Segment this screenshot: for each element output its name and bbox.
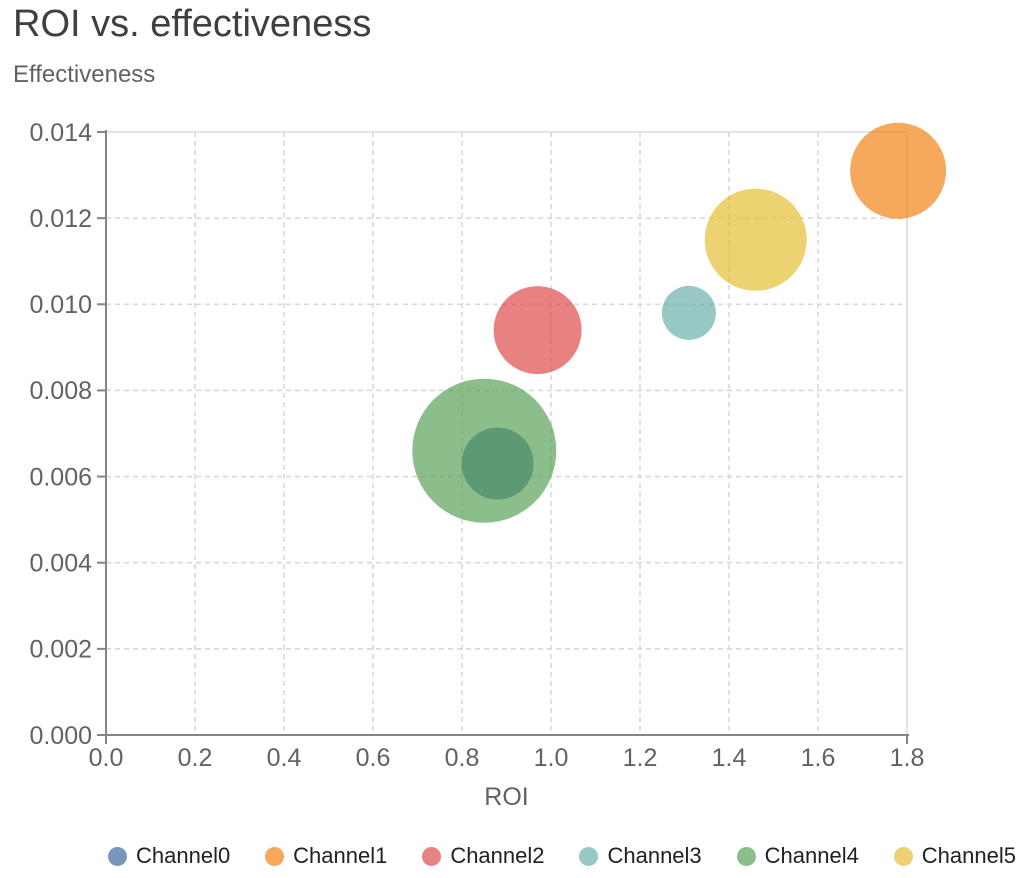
x-tick-label-0.0: 0.0 — [89, 744, 124, 772]
x-axis-title: ROI — [484, 783, 528, 811]
bubble-channel4[interactable] — [412, 378, 557, 523]
bubble-channel2[interactable] — [493, 286, 582, 375]
chart-legend: Channel0 Channel1 Channel2 Channel3 Channel4… — [108, 843, 1016, 869]
x-tick-label-1.4: 1.4 — [712, 744, 747, 772]
bubble-channel3[interactable] — [661, 285, 716, 340]
legend-swatch-icon — [108, 846, 127, 866]
legend-item-channel4: Channel4 — [736, 843, 859, 869]
x-tick-label-1.0: 1.0 — [534, 744, 569, 772]
legend-swatch-icon — [265, 846, 285, 866]
x-tick-label-0.4: 0.4 — [267, 744, 302, 772]
x-tick-label-1.2: 1.2 — [623, 744, 658, 772]
chart-title: ROI vs. effectiveness — [13, 3, 372, 45]
legend-item-channel3: Channel3 — [579, 843, 702, 869]
x-tick-label-0.6: 0.6 — [356, 744, 391, 772]
y-tick-label-0.000: 0.000 — [29, 722, 92, 750]
legend-item-channel0: Channel0 — [108, 843, 230, 869]
y-tick-label-0.006: 0.006 — [29, 463, 92, 491]
legend-label: Channel3 — [607, 843, 702, 868]
legend-label: Channel2 — [450, 843, 545, 868]
legend-item-channel1: Channel1 — [265, 843, 387, 869]
y-tick-label-0.004: 0.004 — [29, 549, 92, 577]
legend-label: Channel1 — [293, 843, 388, 868]
legend-swatch-icon — [579, 846, 599, 866]
y-tick-label-0.010: 0.010 — [29, 291, 92, 319]
y-tick-label-0.002: 0.002 — [29, 636, 92, 664]
x-tick-label-0.2: 0.2 — [178, 744, 213, 772]
legend-swatch-icon — [893, 846, 913, 866]
legend-swatch-icon — [422, 846, 442, 866]
x-tick-label-1.8: 1.8 — [890, 744, 925, 772]
legend-label: Channel5 — [921, 843, 1016, 868]
y-axis-title: Effectiveness — [13, 61, 156, 88]
legend-swatch-icon — [736, 846, 756, 866]
x-tick-label-1.6: 1.6 — [801, 744, 836, 772]
bubble-channel1[interactable] — [850, 122, 947, 219]
x-tick-label-0.8: 0.8 — [445, 744, 480, 772]
bubble-channel5[interactable] — [704, 188, 807, 291]
legend-label: Channel4 — [764, 843, 859, 868]
legend-label: Channel0 — [136, 843, 231, 868]
legend-item-channel5: Channel5 — [893, 843, 1016, 869]
legend-item-channel2: Channel2 — [422, 843, 545, 869]
y-tick-label-0.008: 0.008 — [29, 377, 92, 405]
y-tick-label-0.014: 0.014 — [29, 119, 92, 147]
y-tick-label-0.012: 0.012 — [29, 205, 92, 233]
